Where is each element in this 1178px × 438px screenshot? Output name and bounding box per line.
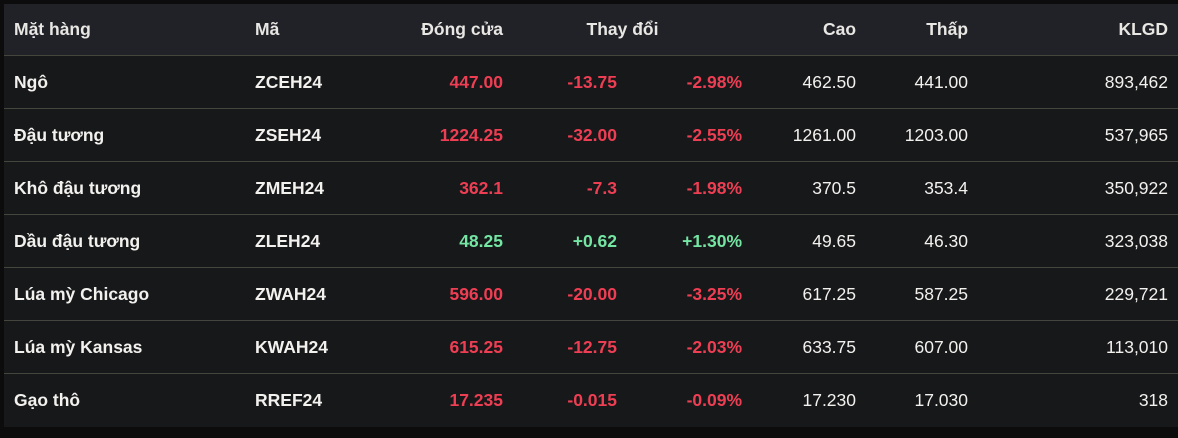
change-percent-cell: -2.55%: [617, 108, 743, 162]
close-price-cell: 362.1: [385, 161, 503, 215]
low-price-cell: 587.25: [856, 267, 969, 321]
quotes-table: Mặt hàng Mã Đóng cửa Thay đổi Cao Thấp K…: [4, 4, 1178, 427]
symbol-cell: ZSEH24: [245, 108, 385, 162]
low-price-cell: 46.30: [856, 214, 969, 268]
close-price-cell: 48.25: [385, 214, 503, 268]
quote-row[interactable]: Lúa mỳ Chicago ZWAH24 596.00 -20.00 -3.2…: [4, 267, 1178, 321]
low-price-cell: 17.030: [856, 373, 969, 427]
commodity-name-cell: Dầu đậu tương: [4, 214, 245, 268]
high-price-cell: 1261.00: [742, 108, 857, 162]
volume-cell: 537,965: [968, 108, 1178, 162]
change-percent-cell: -2.03%: [617, 320, 743, 374]
quote-row[interactable]: Khô đậu tương ZMEH24 362.1 -7.3 -1.98% 3…: [4, 161, 1178, 215]
change-value-cell: -12.75: [503, 320, 617, 374]
quote-row[interactable]: Gạo thô RREF24 17.235 -0.015 -0.09% 17.2…: [4, 373, 1178, 427]
change-value-cell: -20.00: [503, 267, 617, 321]
close-price-cell: 596.00: [385, 267, 503, 321]
col-header-close: Đóng cửa: [385, 4, 503, 56]
symbol-cell: RREF24: [245, 373, 385, 427]
symbol-cell: ZWAH24: [245, 267, 385, 321]
change-value-cell: -7.3: [503, 161, 617, 215]
col-header-commodity: Mặt hàng: [4, 4, 245, 56]
high-price-cell: 462.50: [742, 55, 857, 109]
commodity-name-cell: Đậu tương: [4, 108, 245, 162]
symbol-cell: ZCEH24: [245, 55, 385, 109]
commodity-name-cell: Lúa mỳ Chicago: [4, 267, 245, 321]
high-price-cell: 17.230: [742, 373, 857, 427]
commodity-name-cell: Ngô: [4, 55, 245, 109]
col-header-high: Cao: [742, 4, 857, 56]
quotes-header: Mặt hàng Mã Đóng cửa Thay đổi Cao Thấp K…: [4, 4, 1178, 56]
change-value-cell: -32.00: [503, 108, 617, 162]
high-price-cell: 633.75: [742, 320, 857, 374]
low-price-cell: 441.00: [856, 55, 969, 109]
col-header-symbol: Mã: [245, 4, 385, 56]
volume-cell: 350,922: [968, 161, 1178, 215]
quote-row[interactable]: Lúa mỳ Kansas KWAH24 615.25 -12.75 -2.03…: [4, 320, 1178, 374]
symbol-cell: ZLEH24: [245, 214, 385, 268]
quotes-body: Ngô ZCEH24 447.00 -13.75 -2.98% 462.50 4…: [4, 55, 1178, 427]
commodity-name-cell: Lúa mỳ Kansas: [4, 320, 245, 374]
commodity-name-cell: Khô đậu tương: [4, 161, 245, 215]
change-percent-cell: +1.30%: [617, 214, 743, 268]
volume-cell: 893,462: [968, 55, 1178, 109]
high-price-cell: 49.65: [742, 214, 857, 268]
commodity-name-cell: Gạo thô: [4, 373, 245, 427]
change-value-cell: +0.62: [503, 214, 617, 268]
change-percent-cell: -2.98%: [617, 55, 743, 109]
low-price-cell: 353.4: [856, 161, 969, 215]
volume-cell: 229,721: [968, 267, 1178, 321]
volume-cell: 113,010: [968, 320, 1178, 374]
close-price-cell: 447.00: [385, 55, 503, 109]
change-percent-cell: -3.25%: [617, 267, 743, 321]
symbol-cell: KWAH24: [245, 320, 385, 374]
col-header-low: Thấp: [856, 4, 969, 56]
high-price-cell: 617.25: [742, 267, 857, 321]
low-price-cell: 607.00: [856, 320, 969, 374]
col-header-change: Thay đổi: [503, 4, 743, 56]
change-value-cell: -13.75: [503, 55, 617, 109]
symbol-cell: ZMEH24: [245, 161, 385, 215]
high-price-cell: 370.5: [742, 161, 857, 215]
change-percent-cell: -1.98%: [617, 161, 743, 215]
col-header-volume: KLGD: [968, 4, 1178, 56]
header-row: Mặt hàng Mã Đóng cửa Thay đổi Cao Thấp K…: [4, 4, 1178, 56]
quote-row[interactable]: Đậu tương ZSEH24 1224.25 -32.00 -2.55% 1…: [4, 108, 1178, 162]
close-price-cell: 1224.25: [385, 108, 503, 162]
low-price-cell: 1203.00: [856, 108, 969, 162]
change-percent-cell: -0.09%: [617, 373, 743, 427]
close-price-cell: 17.235: [385, 373, 503, 427]
change-value-cell: -0.015: [503, 373, 617, 427]
volume-cell: 323,038: [968, 214, 1178, 268]
quote-row[interactable]: Dầu đậu tương ZLEH24 48.25 +0.62 +1.30% …: [4, 214, 1178, 268]
volume-cell: 318: [968, 373, 1178, 427]
close-price-cell: 615.25: [385, 320, 503, 374]
quote-row[interactable]: Ngô ZCEH24 447.00 -13.75 -2.98% 462.50 4…: [4, 55, 1178, 109]
